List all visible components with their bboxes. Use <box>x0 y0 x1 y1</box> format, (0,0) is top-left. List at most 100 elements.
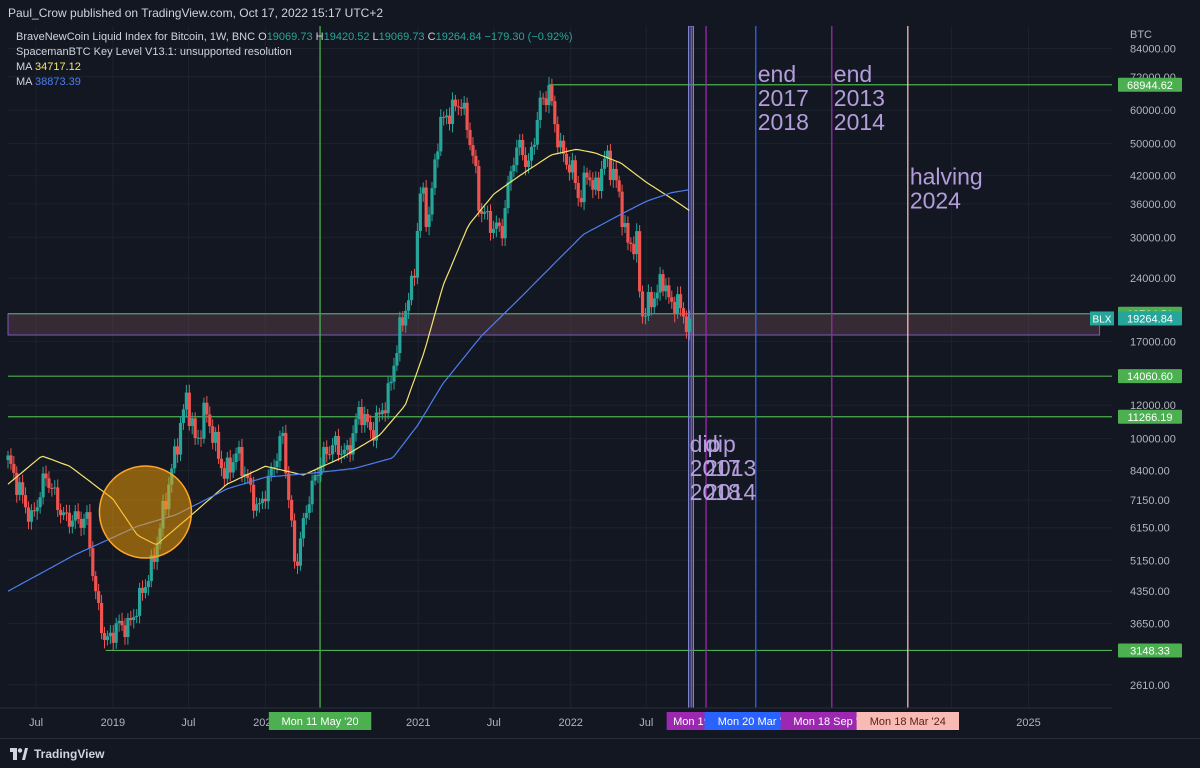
candle-body <box>424 187 428 227</box>
time-tick-label: 2022 <box>558 717 582 729</box>
candle-body <box>105 636 110 641</box>
candle-body <box>339 453 343 455</box>
candle <box>184 384 188 418</box>
candle-body <box>579 197 583 203</box>
candle <box>322 441 326 472</box>
candle <box>655 284 659 306</box>
candle <box>214 427 218 452</box>
candle <box>129 610 133 626</box>
candle-body <box>15 472 19 495</box>
candle <box>407 292 411 319</box>
tradingview-logo[interactable]: TradingView <box>10 747 104 761</box>
price-tick-label: 12000.00 <box>1130 400 1176 412</box>
time-axis[interactable]: Jul2019Jul20202021Jul2022JulJul2025MonMo… <box>0 707 1112 738</box>
candle-body <box>658 274 662 293</box>
chart-background <box>0 26 1200 738</box>
candle-body <box>240 447 244 476</box>
time-marker-label: Mon 19 <box>673 716 710 728</box>
candle <box>547 77 551 114</box>
candle <box>608 144 612 186</box>
candle <box>137 582 142 624</box>
legend-symbol-row: BraveNewCoin Liquid Index for Bitcoin, 1… <box>16 30 573 45</box>
legend-ma1-row[interactable]: MA 34717.12 <box>16 60 573 75</box>
candle-body <box>50 487 54 489</box>
candle-body <box>389 381 393 384</box>
candle-body <box>573 160 577 184</box>
candle-body <box>173 446 177 469</box>
candle-body <box>491 228 496 233</box>
candle <box>9 448 13 470</box>
candle <box>383 402 387 422</box>
candle <box>485 205 490 220</box>
candle <box>32 502 36 517</box>
candle <box>23 487 28 514</box>
candle-body <box>585 172 589 178</box>
candle <box>61 506 66 520</box>
candle <box>99 594 104 640</box>
legend-symbol[interactable]: BraveNewCoin Liquid Index for Bitcoin, 1… <box>16 31 256 43</box>
candle-body <box>532 144 536 147</box>
candle-body <box>570 160 574 173</box>
candle <box>412 268 417 286</box>
candle-body <box>298 538 303 566</box>
candle <box>97 583 101 611</box>
candle <box>278 430 282 469</box>
candle-body <box>474 155 478 167</box>
candle <box>366 408 370 428</box>
candle-body <box>214 431 218 443</box>
price-tick-label: 36000.00 <box>1130 199 1176 211</box>
candle-body <box>38 497 42 508</box>
candle <box>181 404 186 430</box>
legend-ma2-row[interactable]: MA 38873.39 <box>16 75 573 90</box>
annotation-line: 2014 <box>705 479 756 505</box>
price-label-text: 14060.60 <box>1127 371 1173 383</box>
footer-bar: TradingView <box>0 738 1200 768</box>
price-tick-label: 3650.00 <box>1130 618 1170 630</box>
candle-body <box>231 462 235 473</box>
annotation-line: end <box>758 61 796 87</box>
candle <box>506 175 510 214</box>
candle-body <box>556 124 560 148</box>
candle-body <box>392 365 396 382</box>
candle-body <box>29 510 33 522</box>
candle-body <box>304 512 308 519</box>
candle-body <box>208 414 212 427</box>
candle-body <box>602 158 607 169</box>
candle-body <box>184 392 188 410</box>
candle-body <box>684 316 689 332</box>
candle-body <box>456 106 460 108</box>
annotation-line: 2017 <box>690 455 741 481</box>
chart-area[interactable]: end 2017 2018 end 2013 2014 halving 2024 dip 2017… <box>0 25 1200 738</box>
candle <box>126 613 130 645</box>
candle-body <box>269 468 273 476</box>
candle <box>515 139 519 173</box>
high-label: H <box>315 31 324 43</box>
legend-indicator[interactable]: SpacemanBTC Key Level V13.1: unsupported… <box>16 46 292 58</box>
candle <box>474 149 478 174</box>
price-axis[interactable]: BTC 2610.00 3650.00 4350.00 5150.00 6150.00 71… <box>1090 26 1200 738</box>
candle <box>47 471 51 494</box>
candle <box>652 291 656 314</box>
candle-body <box>222 468 226 479</box>
price-tick-label: 7150.00 <box>1130 495 1170 507</box>
candle <box>395 345 399 372</box>
candle-body <box>620 191 624 228</box>
candle-body <box>553 101 557 125</box>
price-tick-label: 24000.00 <box>1130 273 1176 285</box>
candle <box>263 490 267 509</box>
candle <box>252 476 256 519</box>
price-tick-label: 50000.00 <box>1130 139 1176 151</box>
candle-body <box>614 168 618 181</box>
price-chart[interactable]: end20172018end20132014halving2024dip2017… <box>0 25 1200 738</box>
candle <box>658 267 662 301</box>
candle-body <box>91 548 95 577</box>
candle-body <box>582 172 586 203</box>
candle <box>480 202 484 223</box>
candle-body <box>439 116 443 152</box>
candle-body <box>576 183 580 198</box>
candle-body <box>18 482 22 495</box>
candle <box>512 157 516 178</box>
candle <box>313 469 317 486</box>
candle-body <box>673 301 677 315</box>
candle-body <box>76 511 80 519</box>
